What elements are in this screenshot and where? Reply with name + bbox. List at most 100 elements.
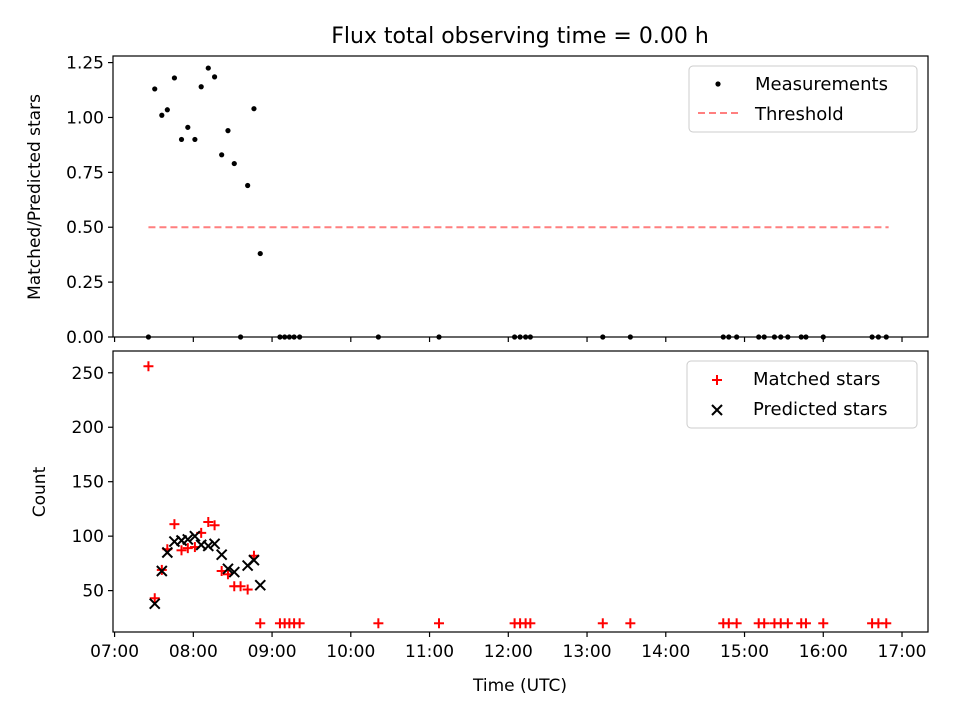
measurement-point [277, 334, 283, 340]
predicted-star-point [254, 579, 266, 591]
legend-matched-label: Matched stars [753, 369, 880, 390]
measurement-point [436, 334, 442, 340]
predicted-star-point [156, 565, 168, 577]
predicted-star-point [215, 548, 228, 561]
measurement-point [171, 75, 178, 81]
x-tick-label: 11:00 [405, 642, 454, 662]
matched-star-point [759, 618, 770, 629]
measurement-point [785, 334, 791, 340]
bottom-y-tick-label: 150 [72, 473, 104, 493]
measurement-point [778, 334, 784, 340]
matched-star-point [881, 618, 892, 629]
x-tick-label: 14:00 [641, 642, 690, 662]
top-y-tick-label: 0.50 [66, 218, 104, 238]
measurement-point [205, 65, 211, 71]
measurement-point [237, 334, 244, 340]
measurement-point [375, 334, 381, 340]
measurement-point [282, 334, 288, 340]
matched-star-point [597, 618, 608, 629]
top-y-tick-label: 1.25 [66, 54, 104, 74]
measurement-point [869, 334, 875, 340]
measurement-point [192, 136, 198, 143]
measurement-point [527, 334, 533, 340]
top-y-tick-label: 1.00 [66, 108, 104, 128]
legend-predicted-label: Predicted stars [753, 399, 887, 420]
predicted-star-point [149, 597, 161, 610]
bottom-y-tick-label: 50 [82, 582, 104, 602]
x-tick-label: 08:00 [169, 642, 218, 662]
predicted-star-point [222, 563, 234, 575]
matched-star-point [203, 516, 214, 527]
measurement-point [164, 107, 170, 113]
measurement-point [517, 334, 523, 340]
x-tick-label: 07:00 [90, 642, 139, 662]
measurement-point [600, 334, 606, 340]
x-tick-label: 15:00 [720, 642, 769, 662]
bottom-y-axis-label: Count [30, 466, 50, 517]
legend-matched-marker [712, 375, 722, 385]
measurement-point [756, 334, 762, 340]
legend-predicted-marker [711, 404, 723, 416]
measurement-point [231, 160, 237, 167]
top-y-axis-label: Matched/Predicted stars [25, 94, 45, 300]
predicted-star-point [208, 538, 221, 550]
predicted-star-point [182, 533, 194, 546]
top-y-tick-label: 0.25 [66, 273, 104, 293]
measurement-point [219, 152, 225, 158]
measurement-point [761, 334, 767, 340]
matched-star-point [294, 618, 305, 629]
measurement-point [159, 112, 165, 118]
measurement-point [257, 250, 263, 257]
measurement-point [145, 334, 152, 340]
matched-star-point [818, 618, 829, 629]
measurement-point [771, 334, 778, 340]
top-legend-box [688, 65, 918, 133]
measurement-point [185, 124, 191, 130]
measurement-point [152, 86, 158, 92]
measurement-point [798, 334, 804, 340]
matched-star-point [434, 618, 444, 629]
measurement-point [291, 334, 297, 340]
legend-measurements-marker [715, 81, 721, 87]
measurement-point [734, 334, 740, 340]
measurement-point [178, 136, 185, 143]
matched-star-point [242, 584, 253, 595]
top-y-tick-label: 0.00 [66, 328, 104, 348]
measurement-point [251, 106, 257, 112]
predicted-star-point [228, 566, 240, 578]
predicted-star-point [161, 546, 174, 559]
measurement-point [225, 128, 231, 134]
measurement-point [875, 334, 881, 340]
matched-star-point [731, 618, 742, 629]
matched-star-point [149, 593, 160, 604]
chart-title: Flux total observing time = 0.00 h [331, 24, 709, 49]
x-tick-label: 12:00 [484, 642, 533, 662]
x-tick-label: 17:00 [878, 642, 927, 662]
matched-star-point [209, 520, 220, 531]
x-tick-label: 16:00 [799, 642, 848, 662]
predicted-star-point [248, 554, 260, 566]
matched-star-point [182, 543, 193, 554]
bottom-legend-box [686, 360, 918, 429]
measurement-point [511, 334, 518, 340]
matched-star-point [176, 545, 187, 556]
matched-star-point [373, 618, 384, 629]
matched-star-point [625, 618, 636, 629]
measurement-point [720, 334, 726, 340]
predicted-star-point [189, 530, 201, 542]
matched-star-point [782, 618, 793, 629]
measurement-point [627, 334, 633, 340]
bottom-y-tick-label: 200 [72, 418, 104, 438]
x-tick-label: 09:00 [248, 642, 297, 662]
measurement-point [803, 334, 809, 340]
measurement-point [297, 334, 303, 340]
bottom-y-tick-label: 100 [72, 527, 104, 547]
top-y-tick-label: 0.75 [66, 163, 104, 183]
legend-measurements-label: Measurements [755, 74, 888, 95]
top-panel: 0.00 0.25 0.50 0.75 1.00 1.25 Matched/Predict… [25, 54, 929, 348]
x-axis-label: Time (UTC) [472, 676, 567, 696]
measurement-point [883, 334, 889, 340]
matched-star-point [255, 618, 266, 629]
bottom-y-tick-label: 250 [72, 364, 104, 384]
